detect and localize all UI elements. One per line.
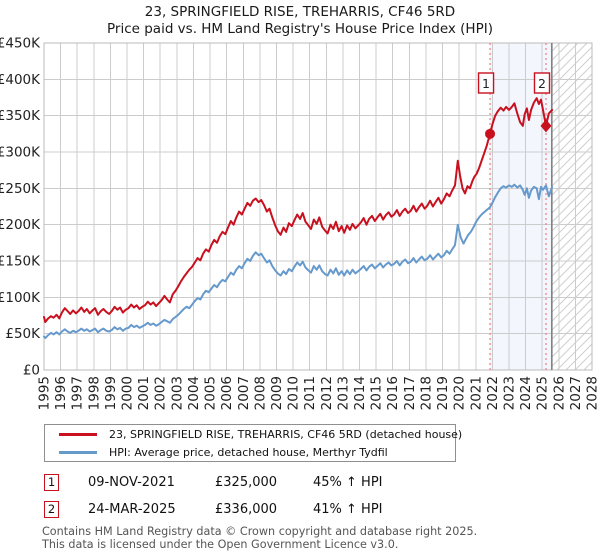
x-tick-label: 2015	[369, 376, 385, 410]
x-tick-label: 2027	[568, 376, 584, 410]
footer-line-2: This data is licensed under the Open Gov…	[42, 537, 399, 551]
sale-1-date: 09-NOV-2021	[88, 475, 175, 490]
page-title: 23, SPRINGFIELD RISE, TREHARRIS, CF46 5R…	[144, 4, 456, 20]
license-footer: Contains HM Land Registry data © Crown c…	[42, 525, 598, 551]
x-tick-label: 2024	[518, 376, 534, 410]
sale-2-number-badge: 2	[44, 501, 59, 518]
x-tick-label: 2021	[468, 376, 484, 410]
price-paid-legend-label: 23, SPRINGFIELD RISE, TREHARRIS, CF46 5R…	[109, 427, 463, 441]
y-tick-label: £100K	[0, 290, 41, 306]
x-tick-label: 1996	[53, 376, 69, 410]
chart-legend: 23, SPRINGFIELD RISE, TREHARRIS, CF46 5R…	[44, 424, 462, 462]
y-tick-label: £250K	[0, 181, 41, 197]
axis-tick-labels: £0 £50K £100K £150K £200K £250K £300K £350K £400…	[0, 36, 600, 411]
x-tick-label: 2022	[485, 376, 501, 410]
sale-1-hpi-delta: 45% ↑ HPI	[313, 475, 383, 490]
sale-2-point	[540, 119, 552, 133]
x-tick-label: 2013	[335, 376, 351, 410]
x-tick-label: 2005	[203, 376, 219, 410]
sale-2-label-box	[533, 72, 551, 94]
sale-1-label-text: 1	[482, 76, 490, 91]
x-tick-label: 2002	[153, 376, 169, 410]
x-tick-label: 2007	[236, 376, 252, 410]
x-tick-label: 2025	[535, 376, 551, 410]
page-subtitle: Price paid vs. HM Land Registry's House …	[107, 21, 493, 37]
sale-2-price: £336,000	[215, 502, 278, 517]
price-paid-line-swatch	[59, 432, 97, 436]
y-tick-label: £450K	[0, 36, 41, 52]
data-series	[43, 97, 554, 339]
x-tick-label: 2018	[418, 376, 434, 410]
x-tick-label: 2017	[402, 376, 418, 410]
x-tick-label: 2014	[352, 376, 368, 410]
x-tick-label: 2020	[452, 376, 468, 410]
sale-2-date: 24-MAR-2025	[88, 502, 176, 517]
y-tick-label: £0	[23, 363, 40, 379]
between-sales-shaded-region	[490, 43, 552, 370]
plot-border	[43, 42, 593, 371]
x-tick-label: 2011	[302, 376, 318, 410]
sale-1-price: £325,000	[215, 475, 278, 490]
x-tick-label: 1995	[37, 376, 53, 410]
y-tick-label: £150K	[0, 254, 41, 270]
shade-rect	[490, 43, 552, 370]
sale-1-point	[485, 128, 496, 139]
x-tick-label: 2012	[319, 376, 335, 410]
footer-line-1: Contains HM Land Registry data © Crown c…	[42, 525, 478, 538]
x-tick-label: 2006	[219, 376, 235, 410]
hpi-line	[43, 183, 554, 339]
x-tick-label: 2016	[385, 376, 401, 410]
x-tick-label: 2001	[136, 376, 152, 410]
x-tick-label: 2008	[252, 376, 268, 410]
x-tick-label: 2000	[120, 376, 136, 410]
y-tick-label: £50K	[5, 326, 41, 342]
sale-2-hpi-delta: 41% ↑ HPI	[313, 502, 383, 517]
x-tick-label: 1999	[103, 376, 119, 410]
hpi-line-swatch	[59, 450, 97, 454]
hpi-legend-label: HPI: Average price, detached house, Mert…	[109, 445, 388, 459]
x-tick-label: 2026	[551, 376, 567, 410]
x-tick-label: 2023	[501, 376, 517, 410]
hatch-rect	[551, 43, 592, 370]
x-tick-label: 2003	[169, 376, 185, 410]
y-tick-label: £400K	[0, 72, 41, 88]
price-paid-line	[43, 97, 554, 323]
legend-row-price-paid: 23, SPRINGFIELD RISE, TREHARRIS, CF46 5R…	[45, 427, 462, 442]
sale-1-number-badge: 1	[44, 474, 59, 491]
x-tick-label: 2004	[186, 376, 202, 410]
x-tick-label: 2009	[269, 376, 285, 410]
sale-2-label-text: 2	[538, 76, 546, 91]
x-tick-label: 1997	[70, 376, 86, 410]
x-tick-label: 2028	[585, 376, 600, 410]
future-hatched-region	[551, 43, 592, 370]
y-tick-label: £300K	[0, 145, 41, 161]
y-tick-label: £350K	[0, 108, 41, 124]
transaction-row-1: 1 09-NOV-2021 £325,000 45% ↑ HPI	[0, 474, 600, 494]
legend-row-hpi: HPI: Average price, detached house, Mert…	[45, 445, 455, 460]
y-tick-label: £200K	[0, 217, 41, 233]
x-tick-label: 1998	[86, 376, 102, 410]
sale-date-vlines	[489, 43, 553, 370]
sale-1-label-box	[477, 72, 495, 94]
transaction-row-2: 2 24-MAR-2025 £336,000 41% ↑ HPI	[0, 501, 600, 521]
x-tick-label: 2010	[286, 376, 302, 410]
x-tick-label: 2019	[435, 376, 451, 410]
